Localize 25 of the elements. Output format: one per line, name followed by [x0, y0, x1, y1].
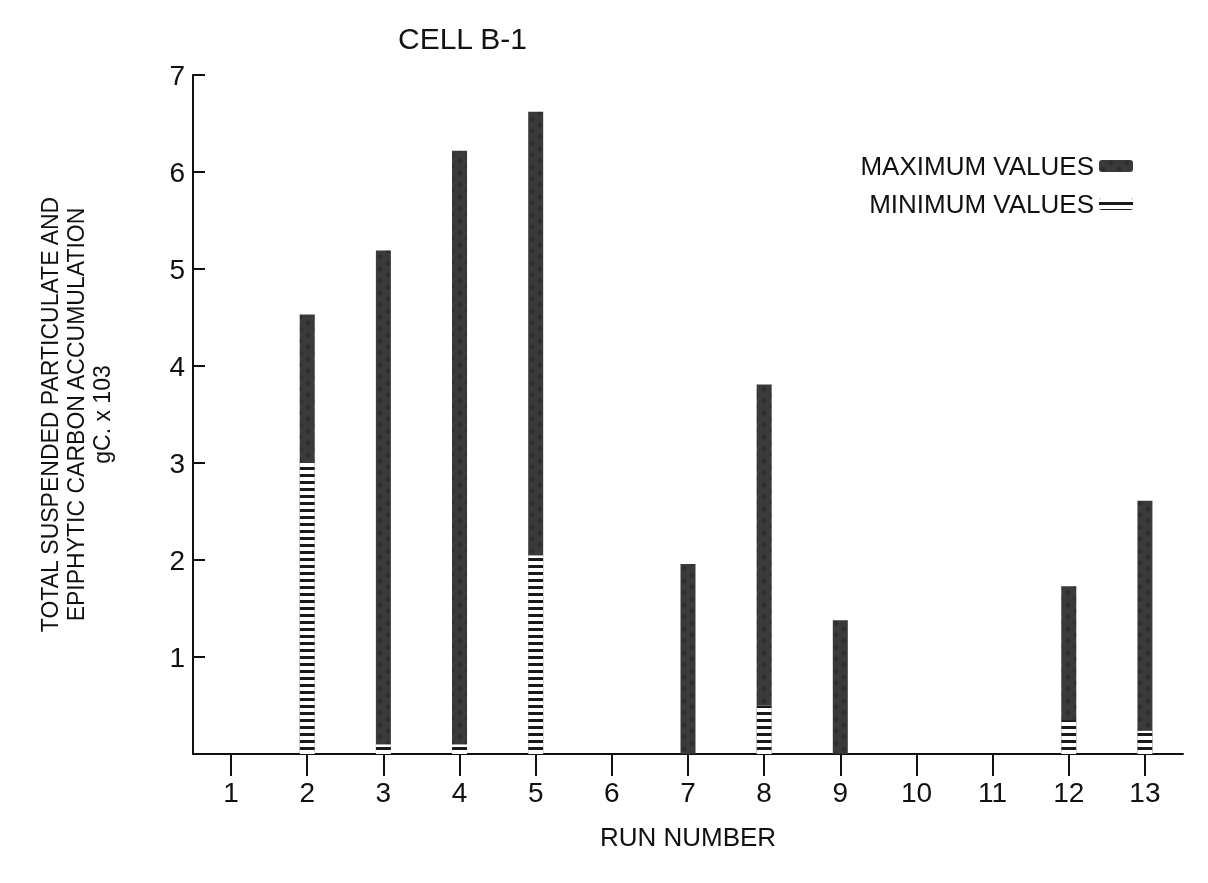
x-tick-label: 10: [900, 776, 933, 808]
x-tick-label: 13: [1129, 776, 1161, 808]
y-tick-label: 1: [169, 641, 185, 673]
x-tick-label: 5: [527, 776, 544, 808]
x-axis-title: RUN NUMBER: [599, 822, 777, 852]
y-tick-label: 3: [169, 447, 185, 479]
x-tick-label: 3: [375, 776, 392, 808]
y-tick-label: 7: [169, 59, 185, 91]
x-tick-label: 1: [223, 776, 239, 808]
x-tick-label: 8: [756, 776, 772, 808]
legend-label: MINIMUM VALUES: [869, 189, 1094, 219]
y-tick-label: 5: [169, 253, 185, 285]
legend-label: MAXIMUM VALUES: [860, 151, 1094, 181]
y-tick-label: 6: [169, 156, 185, 188]
x-tick-label: 2: [299, 776, 316, 808]
y-axis-title: TOTAL SUSPENDED PARTICULATE AND EPIPHYTIC CARBON ACCUMULATION gC. x 103: [37, 196, 115, 633]
x-tick-label: 11: [978, 776, 1008, 808]
chart-title: CELL B-1: [398, 21, 527, 55]
y-tick-label: 4: [169, 350, 185, 382]
x-tick-label: 6: [604, 776, 620, 808]
x-tick-label: 9: [832, 776, 849, 808]
x-tick-label: 4: [451, 776, 468, 808]
x-tick-label: 12: [1053, 776, 1085, 808]
x-tick-label: 7: [680, 776, 696, 808]
y-tick-label: 2: [169, 544, 185, 576]
